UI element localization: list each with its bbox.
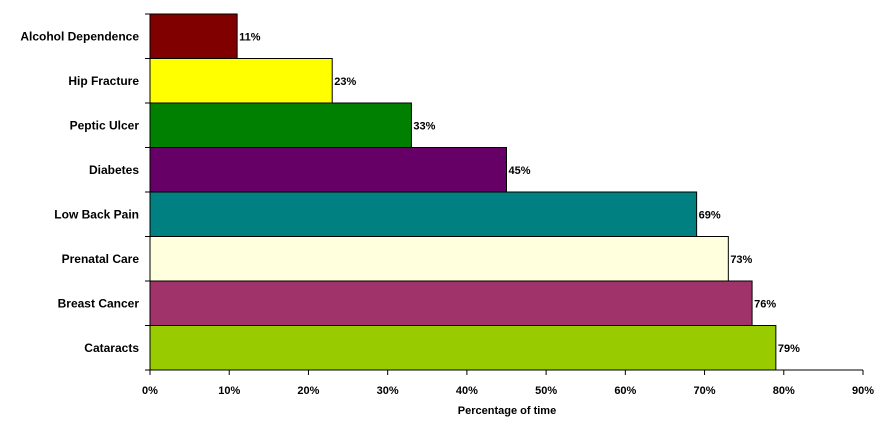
data-label: 73% xyxy=(730,254,752,266)
bar-1 xyxy=(149,13,238,59)
bar-3 xyxy=(149,102,412,148)
x-tick-label: 40% xyxy=(456,385,478,397)
bar-7 xyxy=(149,280,753,326)
bar-6 xyxy=(149,236,729,282)
bar-4 xyxy=(149,147,507,193)
category-label: Low Back Pain xyxy=(54,207,139,221)
data-label: 76% xyxy=(754,298,776,310)
data-label: 23% xyxy=(334,76,356,88)
bar-8 xyxy=(149,325,777,371)
x-tick-label: 60% xyxy=(614,385,636,397)
data-label: 11% xyxy=(239,31,261,43)
category-label: Alcohol Dependence xyxy=(20,29,139,43)
category-label: Prenatal Care xyxy=(62,252,140,266)
data-label: 45% xyxy=(509,165,531,177)
x-tick-label: 0% xyxy=(142,385,158,397)
x-tick-label: 30% xyxy=(377,385,399,397)
data-label: 69% xyxy=(699,209,721,221)
category-label: Hip Fracture xyxy=(68,74,139,88)
x-tick-label: 70% xyxy=(694,385,716,397)
bar-5 xyxy=(149,191,698,237)
data-label: 79% xyxy=(778,343,800,355)
data-label: 33% xyxy=(413,120,435,132)
category-label: Peptic Ulcer xyxy=(70,118,140,132)
x-tick-label: 20% xyxy=(297,385,319,397)
x-tick-label: 80% xyxy=(773,385,795,397)
x-tick-label: 50% xyxy=(535,385,557,397)
category-label: Diabetes xyxy=(89,163,139,177)
category-label: Breast Cancer xyxy=(58,296,140,310)
category-label: Cataracts xyxy=(84,341,139,355)
x-tick-label: 90% xyxy=(852,385,874,397)
x-axis-title: Percentage of time xyxy=(458,405,556,417)
bar-2 xyxy=(149,58,333,104)
x-tick-label: 10% xyxy=(218,385,240,397)
